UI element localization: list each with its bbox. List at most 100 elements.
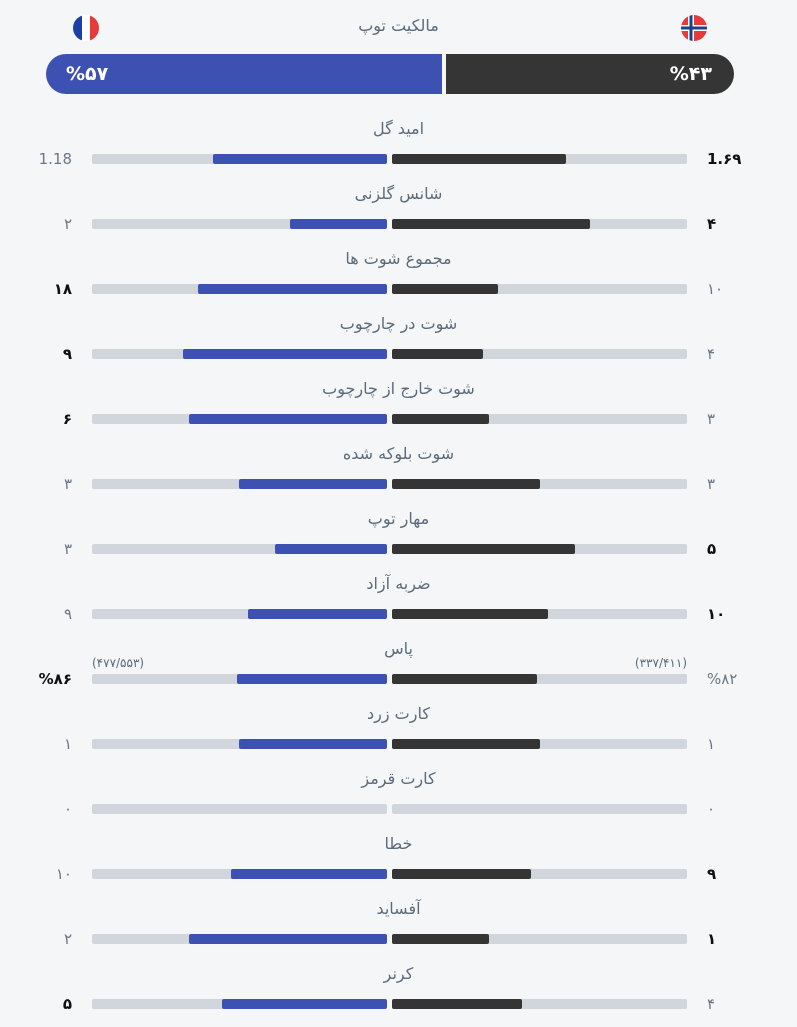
possession-bar-left: %۵۷ — [46, 54, 442, 94]
stat-label: کارت قرمز — [361, 769, 436, 788]
stat-left-fill — [198, 284, 387, 294]
stat-right-track — [392, 869, 687, 879]
stat-right-detail: (۳۳۷/۴۱۱) — [634, 656, 687, 670]
stat-left-value: 1.18 — [38, 150, 72, 168]
france-flag-icon — [73, 15, 99, 41]
stat-row: کرنر ۵ ۴ — [0, 963, 797, 1027]
stat-left-fill — [183, 349, 387, 359]
stat-left-detail: (۴۷۷/۵۵۳) — [92, 656, 145, 670]
stat-left-value: ۹ — [63, 605, 72, 623]
possession-bar: %۵۷ %۴۳ — [46, 54, 734, 94]
stat-right-value: ۹ — [707, 865, 717, 883]
stat-right-value: 1.۶۹ — [707, 150, 742, 168]
stat-right-track — [392, 739, 687, 749]
stat-row: آفساید ۲ ۱ — [0, 898, 797, 962]
stat-left-fill — [222, 999, 387, 1009]
stat-row: امید گل 1.18 1.۶۹ — [0, 118, 797, 182]
stat-left-track — [92, 284, 387, 294]
stat-right-track — [392, 349, 687, 359]
stat-right-fill — [392, 869, 531, 879]
stat-label: پاس — [384, 639, 413, 658]
stat-left-value: ۳ — [63, 540, 72, 558]
stat-left-track — [92, 479, 387, 489]
stat-row: کارت زرد ۱ ۱ — [0, 703, 797, 767]
stat-right-value: ۴ — [707, 995, 716, 1013]
stat-right-track — [392, 219, 687, 229]
stat-right-track — [392, 804, 687, 814]
stat-left-track — [92, 544, 387, 554]
stat-right-fill — [392, 414, 489, 424]
stat-right-value: ۱ — [707, 930, 717, 948]
stat-right-value: ۴ — [707, 215, 717, 233]
stat-left-value: ۱۰ — [55, 865, 72, 883]
stat-left-value: ۲ — [63, 930, 72, 948]
stat-left-fill — [231, 869, 387, 879]
stat-row: کارت قرمز ۰ ۰ — [0, 768, 797, 832]
stat-label: مجموع شوت ها — [345, 249, 452, 268]
stat-right-value: ۱۰ — [707, 605, 726, 623]
stat-left-fill — [189, 934, 387, 944]
possession-title: مالکیت توپ — [358, 16, 439, 35]
stat-left-track — [92, 609, 387, 619]
stat-right-value: %۸۲ — [707, 670, 738, 688]
stat-left-track — [92, 999, 387, 1009]
stat-right-track — [392, 414, 687, 424]
stat-row: ضربه آزاد ۹ ۱۰ — [0, 573, 797, 637]
stat-right-fill — [392, 284, 498, 294]
stat-label: آفساید — [376, 899, 421, 918]
stat-label: شوت در چارچوب — [339, 314, 458, 333]
stat-row: شوت در چارچوب ۹ ۴ — [0, 313, 797, 377]
stat-right-value: ۴ — [707, 345, 716, 363]
stat-right-value: ۳ — [707, 410, 716, 428]
stat-row: خطا ۱۰ ۹ — [0, 833, 797, 897]
stat-row: مجموع شوت ها ۱۸ ۱۰ — [0, 248, 797, 312]
stat-left-track — [92, 934, 387, 944]
stat-right-track — [392, 934, 687, 944]
stat-left-track — [92, 674, 387, 684]
stat-right-track — [392, 544, 687, 554]
stat-row: شوت بلوکه شده ۳ ۳ — [0, 443, 797, 507]
stat-right-track — [392, 154, 687, 164]
stat-right-track — [392, 674, 687, 684]
stat-left-value: ۰ — [63, 800, 72, 818]
stat-left-value: ۳ — [63, 475, 72, 493]
stat-left-fill — [239, 479, 387, 489]
stat-right-track — [392, 284, 687, 294]
stat-label: مهار توپ — [367, 509, 430, 528]
stat-right-track — [392, 479, 687, 489]
stat-left-track — [92, 739, 387, 749]
stat-left-fill — [239, 739, 387, 749]
stat-label: کارت زرد — [367, 704, 430, 723]
stat-label: شوت خارج از چارچوب — [322, 379, 475, 398]
stat-label: خطا — [384, 834, 413, 853]
possession-left-value: %۵۷ — [66, 63, 109, 85]
stat-left-fill — [237, 674, 387, 684]
stat-left-value: ۱۸ — [53, 280, 72, 298]
stat-left-value: ۶ — [62, 410, 72, 428]
stat-left-fill — [248, 609, 387, 619]
stat-left-value: ۵ — [62, 995, 72, 1013]
stat-left-value: ۱ — [63, 735, 72, 753]
stat-left-fill — [213, 154, 387, 164]
stat-row: مهار توپ ۳ ۵ — [0, 508, 797, 572]
stat-right-fill — [392, 609, 548, 619]
stat-right-value: ۵ — [707, 540, 717, 558]
stat-left-track — [92, 219, 387, 229]
stat-left-fill — [290, 219, 387, 229]
stat-left-fill — [275, 544, 387, 554]
stat-row: پاس (۴۷۷/۵۵۳) (۳۳۷/۴۱۱) %۸۶ %۸۲ — [0, 638, 797, 702]
stat-right-value: ۱ — [707, 735, 716, 753]
stat-left-track — [92, 804, 387, 814]
stat-right-value: ۰ — [707, 800, 716, 818]
stat-right-track — [392, 999, 687, 1009]
stat-left-track — [92, 869, 387, 879]
stat-label: امید گل — [372, 119, 425, 138]
stat-row: شوت خارج از چارچوب ۶ ۳ — [0, 378, 797, 442]
stat-left-fill — [189, 414, 387, 424]
stat-label: کرنر — [383, 964, 414, 983]
stat-row: شانس گلزنی ۲ ۴ — [0, 183, 797, 247]
stat-left-track — [92, 414, 387, 424]
stat-right-track — [392, 609, 687, 619]
stat-label: شانس گلزنی — [354, 184, 443, 203]
stat-right-fill — [392, 674, 537, 684]
